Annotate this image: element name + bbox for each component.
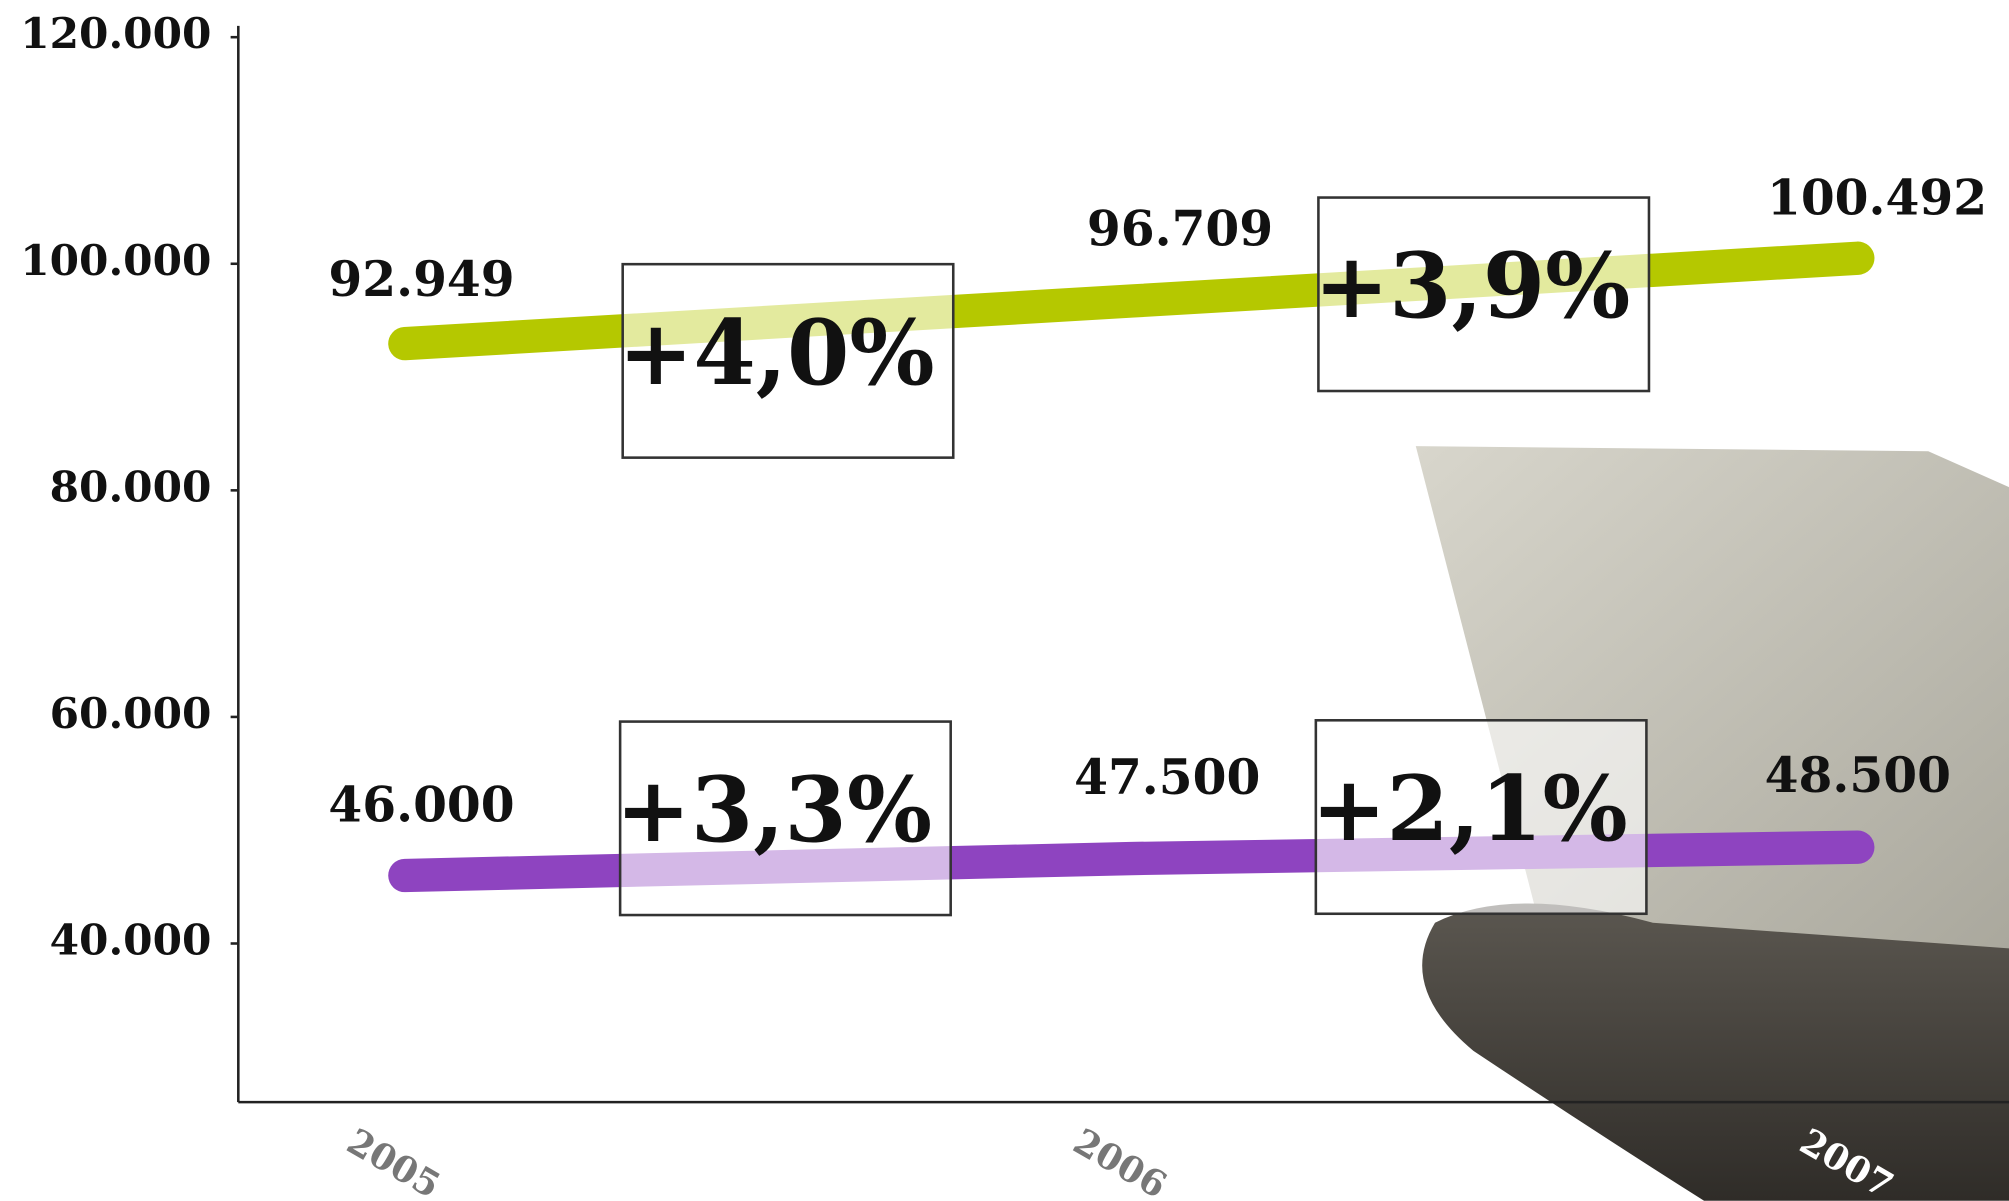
y-tick-label: 120.000 — [20, 8, 211, 58]
annotation: +2,1% — [1311, 757, 1627, 862]
data-label: 48.500 — [1765, 747, 1951, 804]
annotation-box — [1314, 719, 1648, 916]
legs — [1422, 903, 2009, 1201]
annotation-box — [621, 262, 955, 459]
x-tick-label: 2006 — [1066, 1120, 1173, 1201]
x-tick-label: 2005 — [340, 1120, 447, 1201]
y-tick-label: 40.000 — [50, 915, 212, 965]
data-label: 46.000 — [328, 776, 514, 833]
annotation-box — [618, 720, 952, 917]
annotation: +4,0% — [618, 301, 934, 406]
data-label: 92.949 — [328, 251, 514, 308]
data-label: 47.500 — [1074, 749, 1260, 806]
y-tick-label: 60.000 — [50, 688, 212, 738]
y-tick-label: 100.000 — [20, 235, 211, 285]
annotation: +3,3% — [616, 758, 932, 863]
annotation-box — [1317, 196, 1651, 393]
y-tick-label: 80.000 — [50, 461, 212, 511]
data-label: 100.492 — [1767, 169, 1987, 226]
data-label: 96.709 — [1087, 201, 1273, 258]
annotation: +3,9% — [1314, 234, 1630, 339]
